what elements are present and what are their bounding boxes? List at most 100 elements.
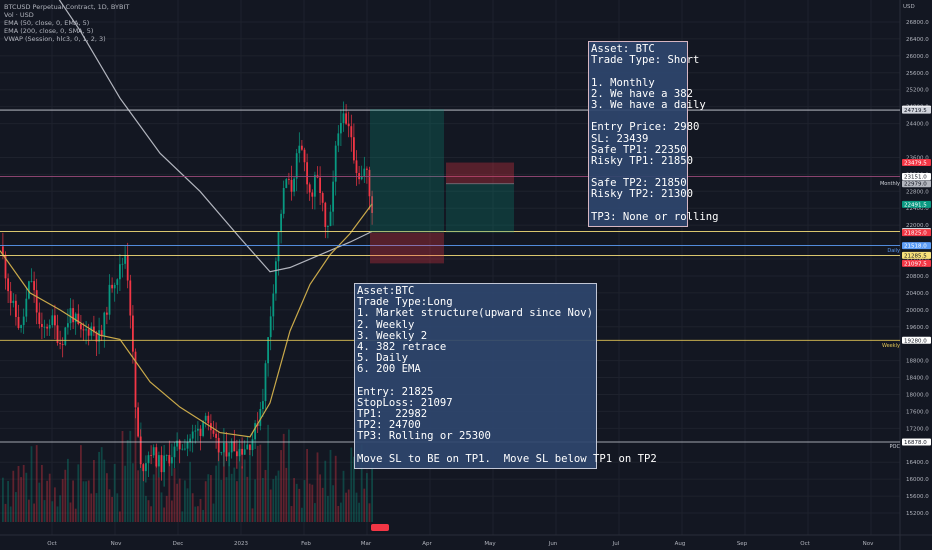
candle-body [59,342,61,345]
candle-body [207,415,210,424]
short-loss-zone[interactable] [446,162,514,184]
volume-bar [59,495,61,522]
candle-body [152,447,155,456]
volume-bar [181,511,184,522]
price-tick-label: 20000.0 [906,308,929,314]
volume-bar [254,479,256,522]
volume-bar [262,477,264,522]
volume-bar [147,500,150,522]
price-tick-label: 20800.0 [906,274,929,280]
volume-bar [77,464,80,522]
volume-bar [207,474,210,522]
volume-bar [355,492,358,522]
volume-bar [230,473,233,522]
volume-bar [308,483,311,522]
weekly-level-label: Weekly [881,343,900,349]
note-line [357,376,596,387]
candle-body [314,175,316,197]
volume-bar [80,445,82,522]
volume-bar [324,460,327,522]
volume-bar [163,507,165,522]
currency-label: USD [903,4,915,10]
candle-body [113,284,116,289]
candle-body [129,280,132,316]
volume-bar [25,472,28,522]
ema50-legend[interactable]: EMA (50, close, 0, EMA, 5) [4,19,90,27]
price-badge [902,180,931,188]
candle-body [56,325,59,343]
volume-bar [134,409,137,522]
candle-body [30,281,33,282]
note-line: 3. Weekly 2 [357,329,428,342]
candle-body [171,457,173,464]
ema200-legend[interactable]: EMA (200, close, 0, SMA, 5) [4,27,94,35]
note-line: Asset:BTC [357,285,415,297]
candle-body [329,211,332,226]
candle-body [350,126,353,138]
candle-body [41,323,43,327]
price-badge [902,172,931,180]
candle-body [293,178,295,192]
volume-bar [137,470,139,522]
short-trade-note[interactable]: Asset: BTC Trade Type: Short 1. Monthly 2. … [588,41,719,227]
volume-bar [64,469,67,522]
long-trade-note[interactable]: Asset:BTC Trade Type:Long 1. Market struct… [354,283,657,469]
note-line: Move SL to BE on TP1. Move SL below TP1 … [357,452,657,465]
volume-bar [150,506,152,522]
volume-bar [194,506,197,522]
volume-bar [116,493,119,522]
candle-body [67,323,69,328]
note-line: Trade Type:Long [357,296,453,309]
volume-bar [158,477,160,522]
price-tick-label: 26000.0 [906,54,929,60]
candle-body [139,436,142,465]
volume-legend[interactable]: Vol · USD [4,11,34,19]
volume-bar [303,480,306,522]
short-profit-zone[interactable] [446,183,514,233]
candle-body [254,423,256,440]
candle-body [38,312,41,324]
volume-bar [51,501,54,522]
volume-bar [90,493,93,522]
candle-body [342,113,345,124]
volume-bar [290,506,293,522]
volume-bar [277,470,280,522]
candle-body [233,441,236,452]
symbol-title[interactable]: BTCUSD Perpetual Contract, 1D, BYBIT [4,3,130,11]
volume-bar [12,470,15,522]
candle-body [43,326,46,328]
volume-bar [2,477,4,522]
volume-bar [132,463,134,522]
candle-body [147,455,150,464]
volume-bar [168,456,171,522]
price-badge-label: 22491.5 [904,202,927,208]
daily-level-label: Daily [887,248,900,254]
candle-body [98,330,100,342]
note-line: TP3: None or rolling [591,210,719,223]
volume-bar [358,502,360,522]
vwap-legend[interactable]: VWAP (Session, hlc3, 0, 1, 2, 3) [4,35,106,43]
time-tick-label: Aug [675,541,686,547]
candle-body [121,263,124,265]
candle-body [306,162,308,185]
time-tick-label: Mar [361,541,372,547]
candle-body [178,440,181,450]
ema200-line [58,0,373,273]
candle-body [72,308,74,323]
volume-bar [329,449,332,522]
candle-body [191,431,194,439]
volume-bar [223,449,225,522]
volume-bar [98,451,100,522]
candle-body [212,430,215,434]
note-line: Risky TP2: 21300 [591,188,694,201]
volume-bar [334,455,337,522]
volume-bar [360,444,363,522]
candle-body [360,176,363,180]
price-tick-label: 23600.0 [906,155,929,161]
volume-bar [264,469,267,522]
price-tick-label: 17200.0 [906,426,929,432]
long-profit-zone[interactable] [370,109,444,233]
candle-body [368,169,371,197]
long-loss-zone[interactable] [370,232,444,264]
